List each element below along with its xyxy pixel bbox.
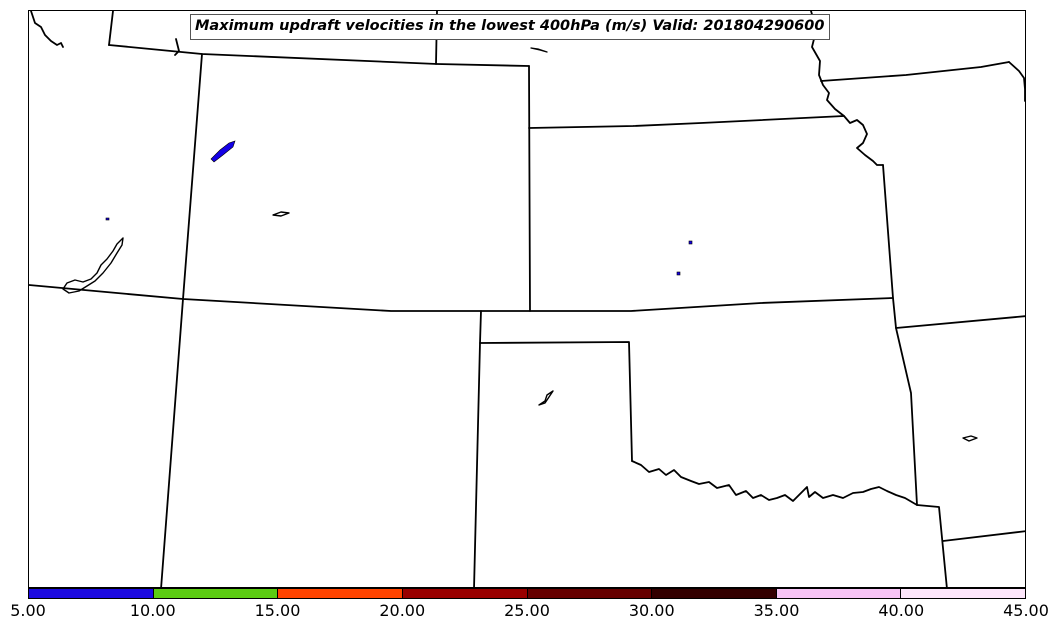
colorbar-tick-label: 15.00 [254, 601, 301, 620]
state-border-montana-south [108, 44, 530, 67]
colorbar-segment [278, 589, 403, 598]
colorbar-segment [901, 589, 1025, 598]
updraft-feature-kansas-2 [676, 271, 681, 276]
colorbar-tick-label: 20.00 [379, 601, 426, 620]
lake-outline-2 [272, 211, 290, 217]
state-border-idaho-wyoming [160, 53, 203, 587]
colorbar-segment [527, 589, 653, 598]
state-border-panhandle [479, 310, 633, 462]
iowa-river-edge [1008, 61, 1025, 102]
map-frame [28, 10, 1026, 588]
colorbar-tick-label: 35.00 [753, 601, 800, 620]
colorbar-tick-label: 5.00 [10, 601, 46, 620]
colorbar-tick-label: 45.00 [1003, 601, 1049, 620]
colorbar-tick-label: 25.00 [504, 601, 550, 620]
colorbar-tick-label: 10.00 [129, 601, 176, 620]
state-border-new-mexico-east [473, 342, 481, 587]
colorbar-segment [652, 589, 777, 598]
colorbar-ticks: 5.00 10.00 15.00 20.00 25.00 30.00 35.00 40.00 4… [10, 600, 1049, 630]
state-border-arkansas-west [916, 504, 948, 587]
colorbar-tick-label: 30.00 [628, 601, 675, 620]
state-border-wyoming-nebraska [528, 65, 531, 312]
map-title: Maximum updraft velocities in the lowest… [190, 14, 831, 40]
map-canvas [29, 11, 1025, 587]
colorbar-segment [29, 589, 154, 598]
north-lake-outline [174, 38, 180, 56]
colorbar-tick-label: 40.00 [878, 601, 925, 620]
colorbar-segment [402, 589, 528, 598]
state-border-arkansas-louisiana [942, 530, 1025, 542]
great-salt-lake [62, 237, 124, 294]
state-border-iowa-north [820, 61, 1010, 82]
lake-outline-1 [530, 47, 548, 53]
lake-outline-3 [538, 390, 554, 406]
lake-outline-4 [962, 435, 978, 442]
state-border-missouri-arkansas-north [895, 315, 1025, 329]
state-border-nebraska-north [528, 115, 845, 129]
updraft-feature-kansas-1 [688, 240, 693, 245]
colorbar-segment [153, 589, 279, 598]
updraft-feature-utah [105, 217, 110, 221]
state-border-nebraska-kansas [29, 284, 894, 312]
colorbar-segment [776, 589, 902, 598]
state-border-wyoming-north-stub [108, 11, 114, 46]
state-border-missouri-west [882, 164, 918, 506]
northwest-coastline [30, 11, 64, 48]
red-river [631, 460, 918, 506]
missouri-river [810, 11, 884, 166]
colorbar [28, 588, 1026, 599]
updraft-feature-wyoming [210, 140, 236, 163]
